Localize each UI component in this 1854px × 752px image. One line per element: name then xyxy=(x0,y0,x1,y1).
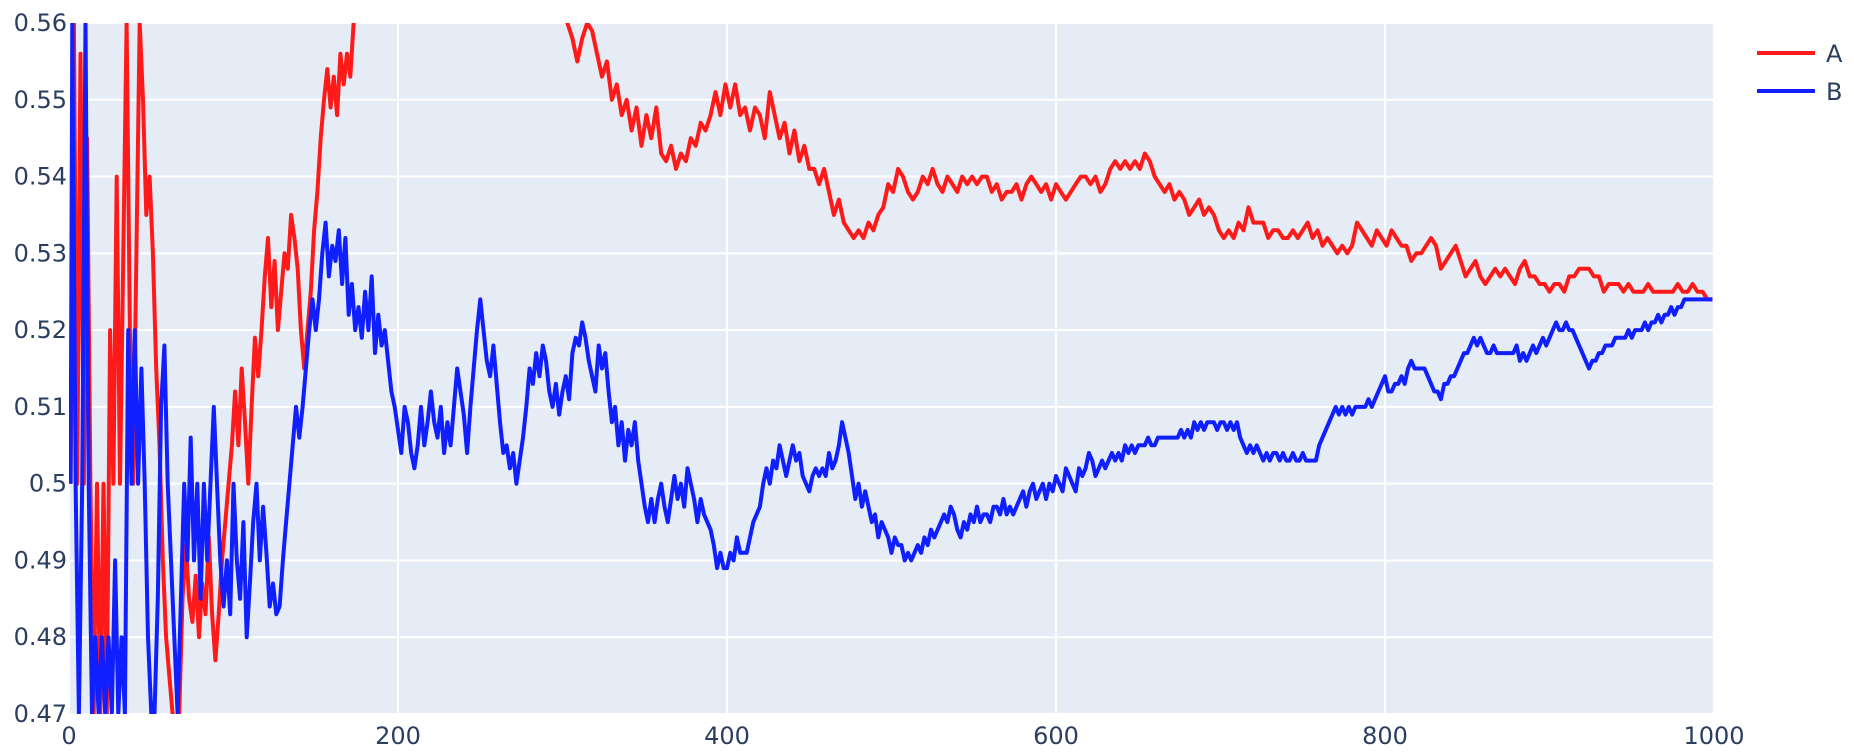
y-tick-label: 0.49 xyxy=(14,546,67,574)
series-line-a xyxy=(69,23,1713,714)
y-tick-label: 0.56 xyxy=(14,9,67,37)
x-tick-label: 600 xyxy=(1033,722,1079,750)
legend-label-a[interactable]: A xyxy=(1826,40,1843,68)
plot-background xyxy=(69,23,1714,714)
x-tick-label: 200 xyxy=(375,722,421,750)
y-tick-label: 0.55 xyxy=(14,86,67,114)
x-axis-tick-labels: 0 200 400 600 800 1000 xyxy=(61,722,1744,750)
y-tick-label: 0.48 xyxy=(14,623,67,651)
x-gridlines xyxy=(68,23,1715,714)
series-line-b xyxy=(69,23,1713,714)
y-tick-label: 0.53 xyxy=(14,239,67,267)
y-tick-label: 0.5 xyxy=(29,470,67,498)
series-lines xyxy=(69,23,1713,714)
legend[interactable]: AB xyxy=(1757,40,1843,106)
y-axis-tick-labels: 0.47 0.48 0.49 0.5 0.51 0.52 0.53 0.54 0.55 0.56 xyxy=(14,9,67,728)
x-tick-label: 800 xyxy=(1362,722,1408,750)
y-tick-label: 0.47 xyxy=(14,700,67,728)
x-tick-label: 1000 xyxy=(1683,722,1744,750)
x-tick-label: 400 xyxy=(704,722,750,750)
x-tick-label: 0 xyxy=(61,722,76,750)
y-tick-label: 0.54 xyxy=(14,163,67,191)
legend-label-b[interactable]: B xyxy=(1826,78,1842,106)
y-tick-label: 0.52 xyxy=(14,316,67,344)
y-tick-label: 0.51 xyxy=(14,393,67,421)
